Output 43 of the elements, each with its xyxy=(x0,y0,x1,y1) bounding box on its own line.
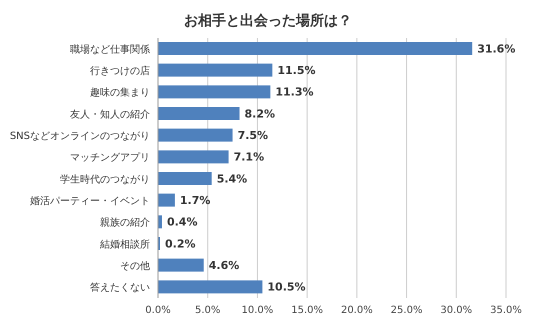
y-tick-label: 親族の紹介 xyxy=(100,216,150,229)
bar xyxy=(158,64,272,77)
y-tick-label: 婚活パーティー・イベント xyxy=(30,195,150,208)
y-tick-label: マッチングアプリ xyxy=(70,152,150,164)
bar xyxy=(158,194,175,207)
bar xyxy=(158,172,212,185)
data-label: 8.2% xyxy=(244,107,276,120)
y-tick-label: 学生時代のつながり xyxy=(60,173,150,186)
bar xyxy=(158,280,262,294)
x-tick-label: 5.0% xyxy=(195,305,220,316)
y-tick-label: 結婚相談所 xyxy=(99,238,150,250)
x-tick-label: 0.0% xyxy=(145,305,171,316)
bar xyxy=(158,85,270,98)
data-label: 11.3% xyxy=(275,86,314,99)
x-tick-label: 20.0% xyxy=(340,305,373,316)
y-tick-label: 友人・知人の紹介 xyxy=(70,108,150,120)
chart-title: お相手と出会った場所は？ xyxy=(183,12,353,31)
data-label: 4.6% xyxy=(208,259,240,272)
y-tick-label: 答えたくない xyxy=(90,282,150,294)
y-tick-label: その他 xyxy=(120,260,150,272)
data-label: 0.4% xyxy=(166,216,198,229)
bar xyxy=(158,107,240,120)
data-label: 5.4% xyxy=(216,172,248,186)
x-tick-label: 15.0% xyxy=(291,305,324,316)
x-tick-label: 35.0% xyxy=(490,305,522,316)
bar xyxy=(158,258,204,272)
y-tick-label: 職場など仕事関係 xyxy=(70,43,150,56)
bar xyxy=(158,42,472,55)
data-label: 1.7% xyxy=(180,194,210,208)
x-tick-label: 25.0% xyxy=(390,305,422,316)
bar xyxy=(158,150,229,164)
data-label: 10.5% xyxy=(267,280,306,294)
data-label: 7.1% xyxy=(234,150,264,164)
data-label: 11.5% xyxy=(277,64,316,78)
x-tick-label: 30.0% xyxy=(440,305,472,316)
bar xyxy=(158,128,233,142)
data-label: 0.2% xyxy=(164,237,196,250)
y-tick-label: SNSなどオンラインのつながり xyxy=(10,131,150,142)
y-tick-label: 趣味の集まり xyxy=(90,86,150,99)
data-label: 7.5% xyxy=(238,129,268,142)
x-tick-label: 10.0% xyxy=(242,305,274,316)
y-tick-label: 行きつけの店 xyxy=(90,65,150,78)
data-label: 31.6% xyxy=(477,42,516,56)
